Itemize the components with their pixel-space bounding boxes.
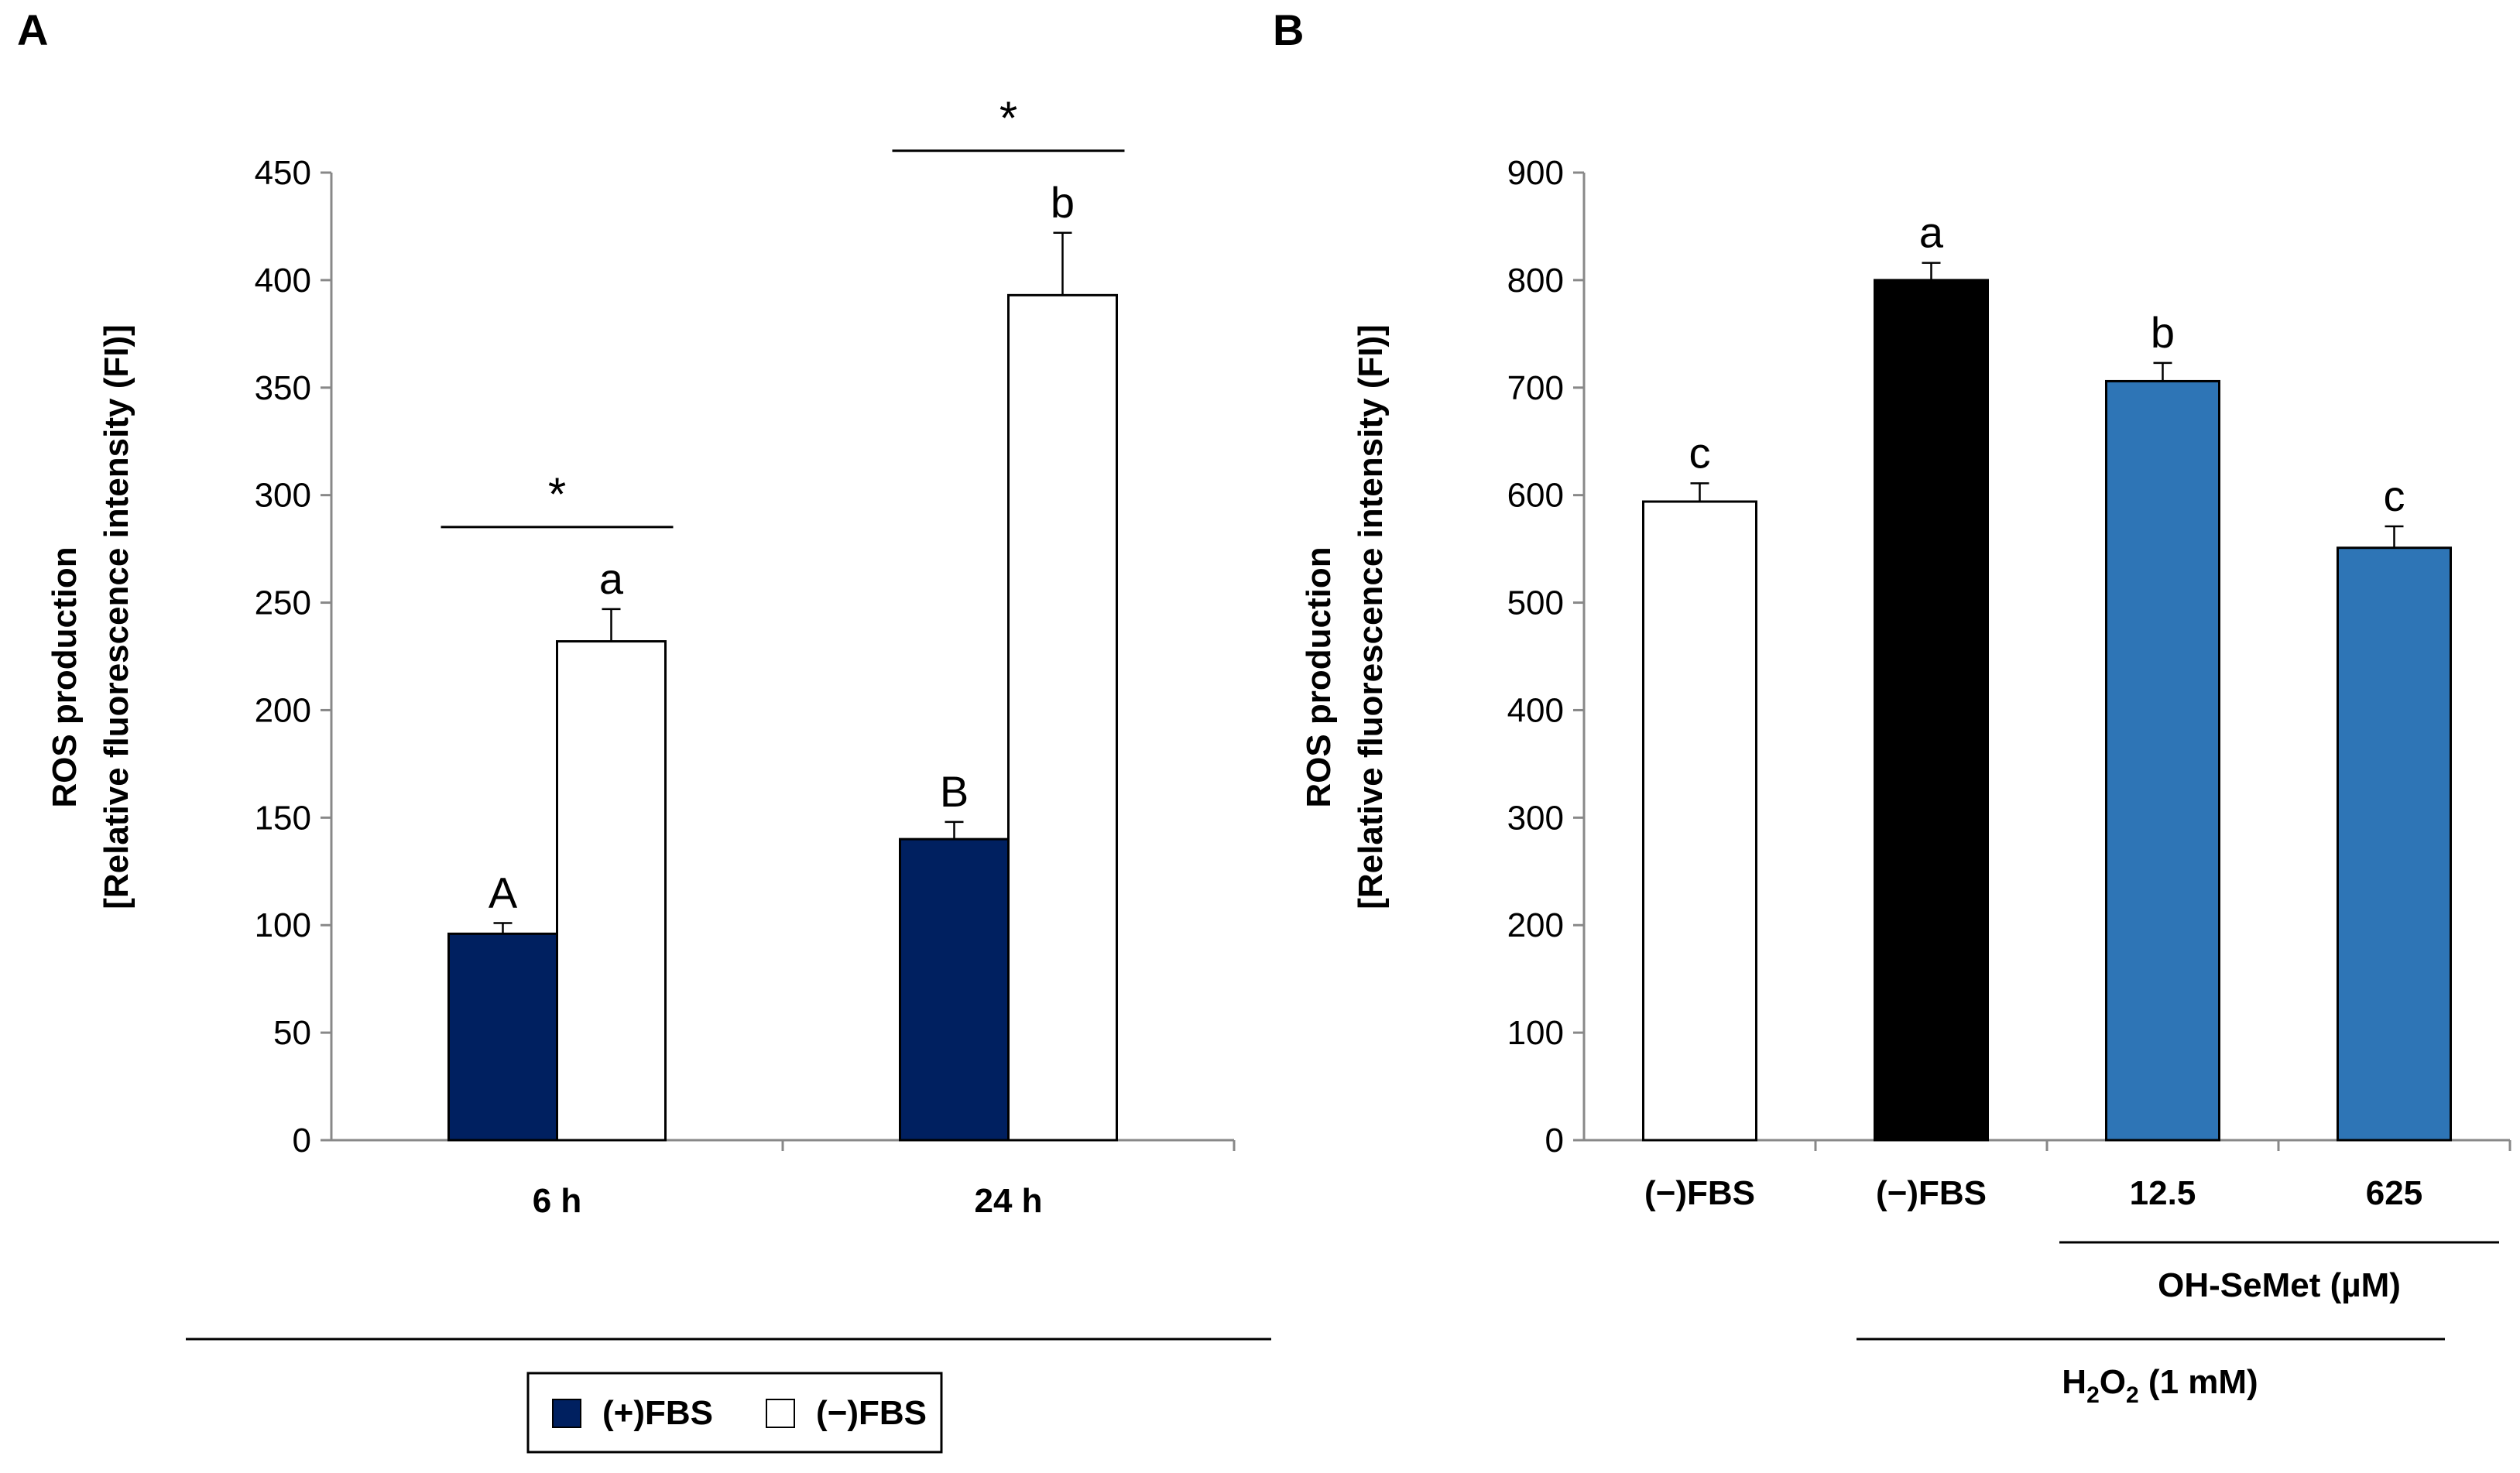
panel-a-ylabel-line1: ROS production [46,546,84,807]
panel-a-y-tick-label: 100 [255,906,311,944]
panel-b-group-label-oh-semet: OH-SeMet (µM) [2158,1266,2401,1304]
panel-b-y-tick-label: 600 [1507,477,1564,515]
panel-b-chart: ROS production [Relative fluorescence in… [1300,154,2511,1408]
panel-b-letter: B [1273,5,1304,54]
panel-b-y-tick-label: 500 [1507,584,1564,622]
panel-a-y-tick-label: 300 [255,477,311,515]
panel-b-ylabel-line1: ROS production [1300,546,1338,807]
panel-a-asterisk: * [999,92,1017,144]
panel-a-significance-letter: B [940,767,969,816]
panel-b-significance-letter: c [1689,428,1711,477]
panel-a-y-tick-label: 0 [293,1122,311,1160]
panel-a-legend-box [526,1372,943,1454]
panel-b-bar [1874,279,1989,1142]
panel-a-bar [556,640,667,1142]
panel-b-y-tick-label: 100 [1507,1014,1564,1052]
panel-b-category-label: 12.5 [2130,1174,2196,1212]
panel-a-bar [899,838,1010,1142]
panel-a-y-tick-label: 450 [255,154,311,192]
panel-a-y-tick-label: 150 [255,799,311,837]
legend-swatch-plus-fbs [552,1399,581,1428]
panel-b-y-tick-label: 300 [1507,799,1564,837]
panel-b-bar [2105,379,2220,1142]
panel-b-significance-letter: b [2151,308,2175,357]
legend-swatch-minus-fbs [766,1399,795,1428]
panel-a-category-label: 6 h [533,1182,582,1220]
panel-b-significance-letter: c [2384,471,2405,520]
panel-b-bar [1642,500,1757,1142]
legend-label-minus-fbs: (−)FBS [816,1394,927,1432]
panel-b-category-label: 625 [2366,1174,2422,1212]
panel-b-category-label: (−)FBS [1644,1174,1755,1212]
panel-b-ylabel-line2: [Relative fluorescence intensity (FI)] [1352,324,1390,909]
panel-a-y-tick-label: 200 [255,691,311,729]
panel-b-group-label-h2o2: H2O2 (1 mM) [2062,1363,2258,1408]
panel-b-y-tick-label: 900 [1507,154,1564,192]
panel-b-y-tick-label: 200 [1507,906,1564,944]
panel-a-asterisk: * [548,468,566,520]
panel-b-y-tick-label: 700 [1507,369,1564,407]
panel-a-letter: A [17,5,48,54]
panel-b-category-label: (−)FBS [1876,1174,1987,1212]
panel-a-bar [447,932,558,1142]
panel-a-category-label: 24 h [974,1182,1042,1220]
panel-b-significance-letter: a [1919,208,1944,257]
panel-a-significance-letter: A [489,868,518,916]
panel-a-y-tick-label: 350 [255,369,311,407]
panel-b-y-tick-label: 400 [1507,691,1564,729]
panel-b-bar [2337,546,2452,1142]
panel-a-y-tick-label: 250 [255,584,311,622]
panel-b-y-tick-label: 800 [1507,262,1564,300]
panel-a-y-tick-label: 400 [255,262,311,300]
panel-a-significance-letter: a [599,554,624,603]
panel-b-y-tick-label: 0 [1545,1122,1564,1160]
panel-a-chart: ROS production [Relative fluorescence in… [46,92,1271,1454]
panel-a-y-tick-label: 50 [273,1014,311,1052]
panel-a-bar [1007,293,1118,1142]
panel-a-significance-letter: b [1051,178,1075,227]
legend-label-plus-fbs: (+)FBS [602,1394,713,1432]
panel-a-ylabel-line2: [Relative fluorescence intensity (FI)] [98,324,135,909]
